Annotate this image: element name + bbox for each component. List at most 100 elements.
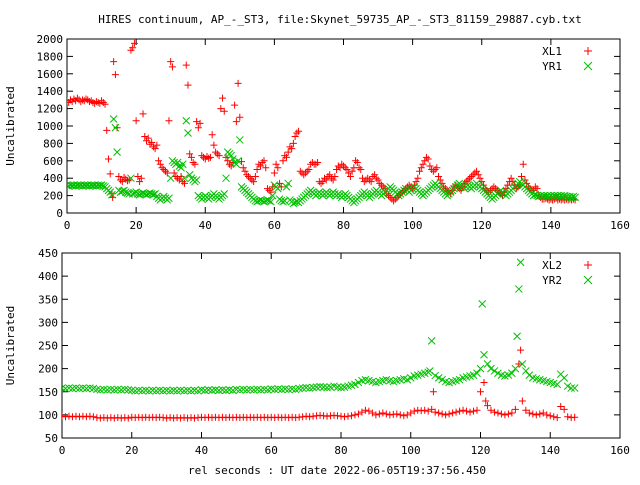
- y-tick-label: 1200: [37, 103, 64, 116]
- data-point-XL1: [338, 160, 346, 168]
- data-point-XL1: [272, 160, 280, 168]
- data-point-XL1: [123, 177, 131, 185]
- data-point-XL1: [129, 44, 137, 52]
- data-point-XL2: [431, 408, 439, 416]
- chart-title: HIRES continuum, AP_-_ST3, file:Skynet_5…: [98, 13, 581, 26]
- x-tick-label: 120: [472, 219, 492, 232]
- data-point-YR2: [138, 386, 147, 395]
- data-point-XL2: [511, 405, 519, 413]
- data-point-XL2: [543, 411, 551, 419]
- data-point-XL2: [515, 360, 523, 368]
- data-point-YR2: [518, 360, 527, 368]
- plot-panel-2: 50 100 150 200 250 300 350 400 450 0 20 40 60 80 100 12…: [4, 247, 630, 477]
- data-point-XL1: [186, 150, 194, 158]
- data-point-XL1: [156, 160, 164, 168]
- data-point-XL1: [231, 101, 239, 109]
- data-point-XL2: [393, 410, 401, 418]
- data-point-XL1: [296, 167, 304, 175]
- data-point-XL2: [487, 406, 495, 414]
- data-point-XL1: [284, 148, 292, 156]
- plot-panel-1: 0 200 400 600 800 1000 1200 1400 1600 1800 2000 0 20…: [4, 33, 630, 232]
- data-point-XL1: [194, 124, 202, 132]
- data-point-XL2: [532, 411, 540, 419]
- y-tick-label: 1600: [37, 68, 64, 81]
- data-point-XL1: [220, 107, 228, 115]
- legend-marker-XL2: [584, 261, 592, 269]
- data-point-XL1: [431, 166, 439, 173]
- data-point-XL1: [376, 179, 384, 187]
- data-point-XL1: [167, 58, 175, 66]
- x-tick-label: 20: [130, 219, 143, 232]
- data-point-XL1: [149, 143, 157, 151]
- x-tick-label: 140: [540, 444, 560, 457]
- data-point-XL1: [187, 153, 195, 161]
- y-tick-label: 200: [38, 363, 58, 376]
- data-point-XL1: [148, 139, 156, 147]
- data-point-XL1: [293, 129, 301, 137]
- data-point-YR2: [120, 385, 129, 394]
- x-tick-label: 100: [401, 444, 421, 457]
- data-point-XL2: [463, 407, 471, 415]
- data-point-XL1: [305, 166, 313, 173]
- data-point-XL2: [379, 409, 387, 417]
- data-point-XL2: [529, 410, 537, 418]
- data-point-XL2: [517, 346, 525, 354]
- data-point-XL1: [424, 155, 432, 163]
- data-point-XL1: [99, 99, 107, 107]
- data-point-YR1: [265, 196, 274, 205]
- data-point-XL1: [98, 97, 106, 105]
- legend-label-YR2: YR2: [542, 274, 562, 287]
- data-point-YR2: [333, 383, 342, 391]
- data-point-XL1: [473, 167, 481, 175]
- data-point-XL1: [286, 143, 294, 151]
- data-point-XL1: [288, 145, 296, 153]
- x-tick-label: 40: [195, 444, 208, 457]
- data-point-XL1: [210, 141, 218, 149]
- y-tick-label: 100: [38, 409, 58, 422]
- data-point-YR1: [166, 174, 175, 183]
- data-point-YR2: [239, 385, 248, 394]
- data-point-XL1: [193, 118, 201, 126]
- data-point-XL1: [417, 164, 425, 172]
- data-point-XL1: [92, 98, 100, 106]
- data-point-XL1: [73, 94, 81, 102]
- data-point-XL1: [80, 97, 88, 105]
- data-point-XL1: [165, 117, 173, 125]
- data-point-XL1: [189, 159, 197, 167]
- data-point-XL1: [255, 160, 263, 168]
- y-tick-label: 350: [38, 293, 58, 306]
- y-tick-label: 250: [38, 340, 58, 353]
- data-point-YR2: [490, 367, 499, 375]
- data-point-XL1: [369, 172, 377, 180]
- data-point-XL1: [120, 173, 128, 181]
- data-point-XL2: [536, 410, 544, 418]
- x-tick-label: 80: [337, 219, 350, 232]
- data-point-XL2: [365, 407, 373, 415]
- x-tick-label: 60: [265, 444, 278, 457]
- data-point-XL1: [533, 185, 541, 193]
- data-point-XL2: [508, 409, 516, 417]
- data-point-XL1: [110, 58, 118, 66]
- data-point-YR2: [162, 386, 171, 395]
- data-point-YR2: [96, 386, 105, 394]
- data-point-YR2: [201, 386, 209, 395]
- y-tick-label: 1800: [37, 50, 64, 63]
- data-point-YR2: [302, 383, 310, 392]
- data-point-YR2: [169, 386, 178, 395]
- data-point-XL2: [403, 411, 411, 419]
- data-point-YR1: [184, 129, 192, 137]
- data-point-XL2: [482, 397, 490, 405]
- data-point-XL2: [459, 406, 467, 414]
- data-point-XL1: [122, 175, 130, 183]
- data-point-YR2: [155, 386, 164, 395]
- data-point-XL1: [244, 172, 252, 180]
- data-point-XL1: [67, 96, 74, 104]
- data-point-YR2: [288, 385, 297, 393]
- legend-marker-XL1: [584, 47, 592, 55]
- y-tick-label: 200: [43, 190, 63, 203]
- data-point-XL1: [386, 193, 394, 201]
- data-point-YR2: [260, 385, 269, 394]
- data-point-YR2: [284, 385, 293, 394]
- data-point-YR2: [72, 384, 80, 392]
- data-point-XL1: [104, 155, 112, 163]
